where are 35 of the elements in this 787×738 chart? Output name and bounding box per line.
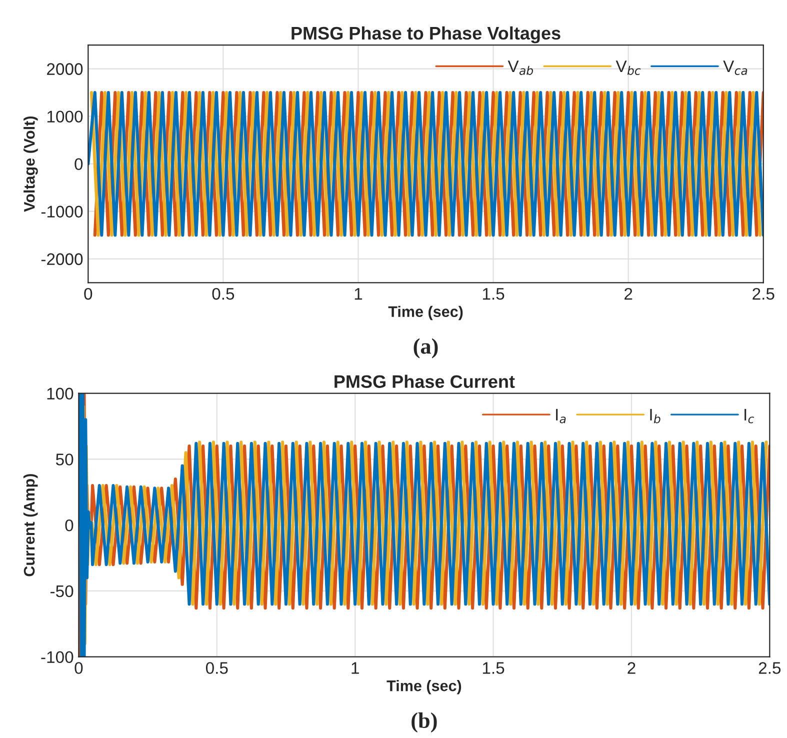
y-tick-label: -50 [50, 585, 74, 598]
x-tick-label: 1.5 [482, 662, 504, 674]
x-axis-title: Time (sec) [386, 680, 462, 694]
y-tick-label: 0 [74, 158, 83, 170]
x-tick-label: 2.5 [758, 662, 781, 674]
text: (a) [414, 338, 438, 358]
x-tick-label: 1 [354, 288, 362, 300]
chart-title: PMSG Phase Current [334, 374, 515, 388]
legend-label: V$_{ab}$ [508, 60, 533, 75]
legend-label: I$_{a}$ [556, 408, 566, 424]
y-tick-label: -1000 [41, 206, 83, 218]
legend-label: I$_{b}$ [650, 408, 660, 424]
legend-label: V$_{ca}$ [723, 60, 748, 75]
y-tick-label: 100 [47, 388, 74, 400]
legend-label: I$_{c}$ [744, 408, 754, 424]
chart-title: PMSG Phase to Phase Voltages [292, 26, 560, 44]
x-tick-label: 0.5 [206, 662, 228, 674]
y-tick-label: 1000 [47, 110, 83, 123]
x-axis-title: Time (sec) [388, 306, 463, 320]
x-tick-label: 0.5 [212, 288, 234, 300]
x-tick-label: 2.5 [752, 288, 774, 300]
x-tick-label: 0 [84, 288, 92, 300]
text: (b) [412, 712, 437, 733]
y-tick-label: -100 [41, 651, 74, 664]
y-tick-label: 50 [56, 454, 74, 466]
y-tick-label: 2000 [47, 63, 83, 75]
y-axis-title: Current (Amp) [23, 474, 38, 576]
y-tick-label: 0 [65, 519, 74, 532]
y-axis-title: Voltage (Volt) [24, 116, 38, 212]
x-tick-label: 1 [352, 662, 359, 674]
x-tick-label: 2 [628, 662, 636, 674]
x-tick-label: 1.5 [482, 288, 504, 300]
x-tick-label: 2 [624, 288, 632, 300]
legend-label: V$_{bc}$ [616, 60, 641, 75]
y-tick-label: -2000 [41, 253, 83, 266]
